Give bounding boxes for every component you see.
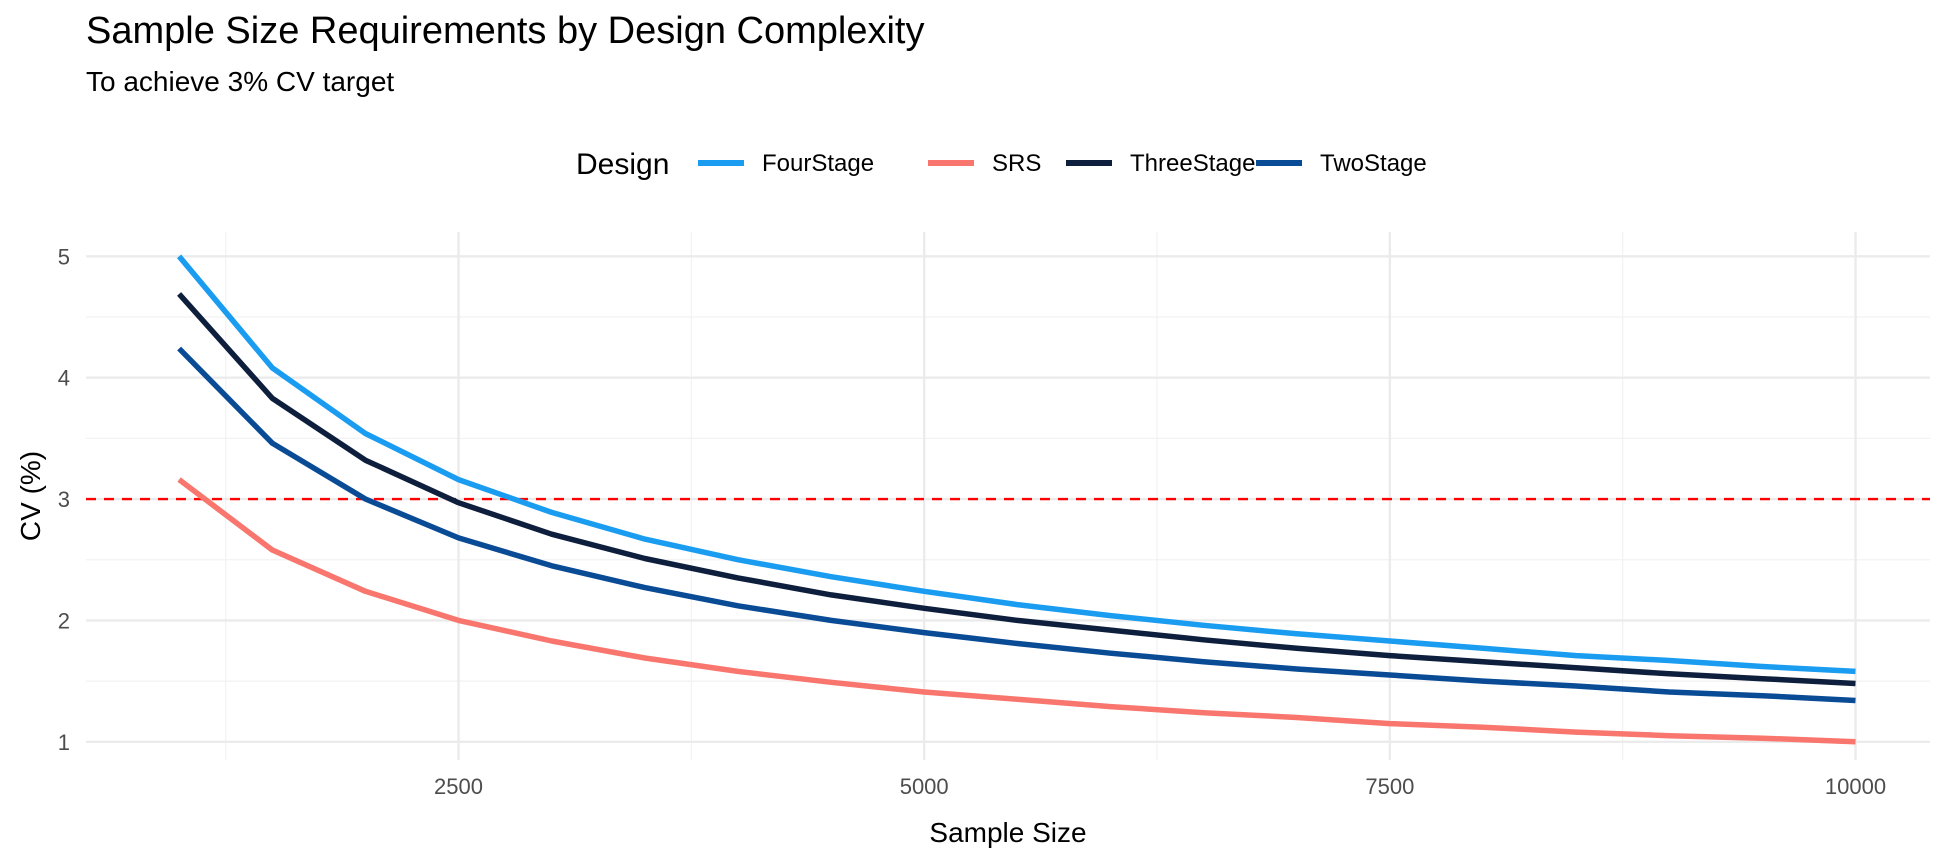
y-tick-label: 1	[58, 730, 70, 755]
y-tick-label: 5	[58, 244, 70, 269]
x-axis-title: Sample Size	[929, 817, 1086, 848]
chart-title: Sample Size Requirements by Design Compl…	[86, 10, 925, 52]
series-layer	[176, 254, 1856, 745]
series-line-fourstage	[176, 254, 1856, 675]
legend: Design FourStage SRS ThreeStage TwoStage	[576, 148, 1427, 181]
legend-label-fourstage: FourStage	[762, 150, 874, 177]
x-tick-label: 2500	[434, 774, 483, 799]
y-tick-label: 4	[58, 366, 70, 391]
series-line-threestage	[177, 292, 1856, 687]
x-tick-label: 10000	[1825, 774, 1886, 799]
series-line-twostage	[177, 346, 1856, 704]
x-tick-label: 7500	[1365, 774, 1414, 799]
y-axis-title: CV (%)	[15, 451, 46, 541]
y-tick-label: 3	[58, 487, 70, 512]
legend-label-threestage: ThreeStage	[1130, 150, 1255, 177]
y-tick-label: 2	[58, 608, 70, 633]
legend-label-srs: SRS	[992, 150, 1041, 177]
x-tick-label: 5000	[900, 774, 949, 799]
tick-labels: 2500 5000 7500 10000 1 2 3 4 5	[58, 244, 1886, 799]
legend-label-twostage: TwoStage	[1320, 150, 1427, 177]
series-line-srs	[177, 477, 1856, 745]
legend-title: Design	[576, 148, 669, 181]
grid	[86, 232, 1930, 760]
chart-subtitle: To achieve 3% CV target	[86, 66, 395, 97]
